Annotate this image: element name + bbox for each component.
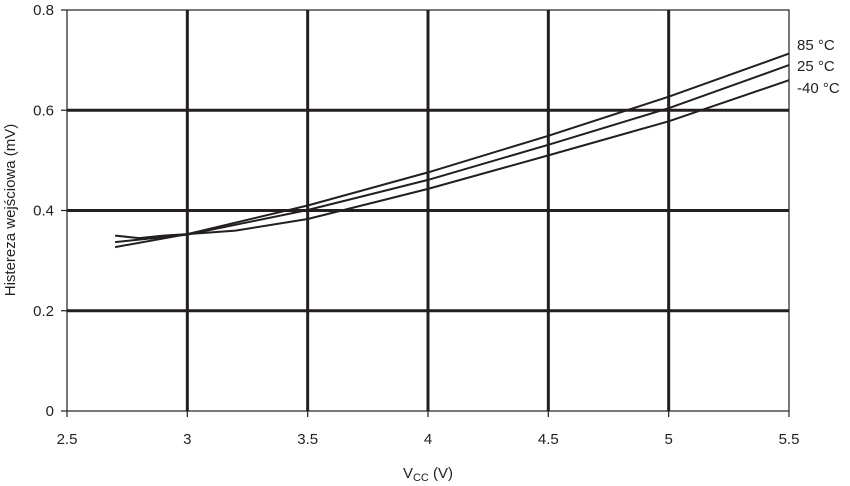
x-axis-ticks: 2.5 3 3.5 4 4.5 5 5.5 xyxy=(57,411,800,448)
y-axis-ticks: 0 0.2 0.4 0.6 0.8 xyxy=(33,2,67,420)
x-tick-label: 4 xyxy=(424,431,432,448)
x-tick-label: 3.5 xyxy=(297,431,318,448)
series-line-1 xyxy=(114,64,790,244)
y-tick-label: 0.4 xyxy=(33,203,54,220)
series-lines xyxy=(114,52,790,249)
y-axis-title: Histereza wejściowa (mV) xyxy=(2,124,19,297)
y-tick-label: 0.8 xyxy=(33,2,54,19)
x-axis-title-main: V xyxy=(403,465,413,482)
y-tick-label: 0.6 xyxy=(33,102,54,119)
y-tick-label: 0 xyxy=(46,403,54,420)
x-axis-title-subscript: CC xyxy=(413,472,429,484)
x-tick-label: 4.5 xyxy=(538,431,559,448)
x-tick-label: 5.5 xyxy=(779,431,800,448)
grid-lines xyxy=(67,10,789,411)
x-axis-title-unit: (V) xyxy=(429,465,453,482)
x-tick-label: 5 xyxy=(664,431,672,448)
legend-label-0: 85 °C xyxy=(797,37,835,54)
legend: 85 °C 25 °C -40 °C xyxy=(797,37,840,97)
x-tick-label: 3 xyxy=(183,431,191,448)
x-tick-label: 2.5 xyxy=(57,431,78,448)
y-tick-label: 0.2 xyxy=(33,303,54,320)
legend-label-1: 25 °C xyxy=(797,58,835,75)
series-line-0 xyxy=(114,52,790,249)
x-axis-title: VCC (V) xyxy=(403,465,453,484)
series-line-2 xyxy=(114,79,790,240)
legend-label-2: -40 °C xyxy=(797,80,840,97)
